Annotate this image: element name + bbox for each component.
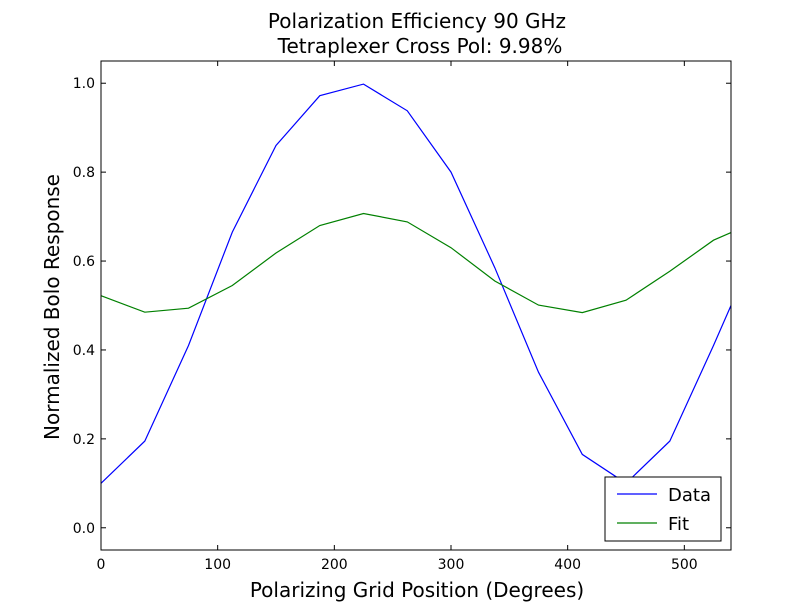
x-tick-label: 200	[321, 557, 348, 573]
series-line-data	[100, 83, 732, 485]
y-tick-label: 0.2	[73, 432, 95, 448]
x-axis-label: Polarizing Grid Position (Degrees)	[250, 578, 584, 602]
legend-label-data: Data	[668, 485, 711, 506]
chart-title: Polarization Efficiency 90 GHz	[268, 9, 566, 33]
series-line-fit	[100, 212, 732, 314]
axes-frame	[100, 60, 732, 551]
x-tick-label: 400	[554, 557, 581, 573]
chart-subtitle: Tetraplexer Cross Pol: 9.98%	[277, 34, 563, 58]
legend-label-fit: Fit	[668, 514, 689, 535]
y-tick-label: 0.8	[73, 165, 95, 181]
y-tick-label: 1.0	[73, 76, 95, 92]
y-axis-label: Normalized Bolo Response	[40, 174, 64, 440]
y-tick-label: 0.0	[73, 521, 95, 537]
plot-area: 0 100 200 300 400 500 0.0 0.2 0.4 0.6 0.8 1.0 Data Fi…	[73, 60, 732, 573]
x-tick-label: 300	[438, 557, 465, 573]
y-tick-label: 0.6	[73, 254, 95, 270]
y-tick-label: 0.4	[73, 343, 95, 359]
x-tick-label: 100	[204, 557, 231, 573]
legend-box	[604, 476, 722, 542]
x-tick-label: 0	[97, 557, 106, 573]
x-tick-label: 500	[671, 557, 698, 573]
